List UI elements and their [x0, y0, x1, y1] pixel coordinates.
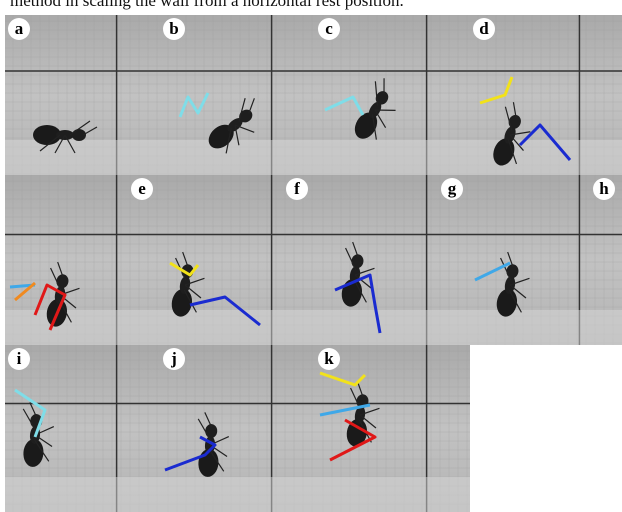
- panel: i: [5, 345, 160, 512]
- panel: d: [470, 15, 622, 175]
- panel-label: f: [294, 179, 300, 198]
- panel: k: [315, 345, 470, 512]
- panel: c: [315, 15, 470, 175]
- panel-label: d: [479, 19, 489, 38]
- page: {"caption": "method in scaling the wall …: [0, 0, 622, 512]
- panel: h: [470, 175, 622, 345]
- panel: j: [160, 345, 315, 512]
- floor: [470, 140, 622, 175]
- panel: g: [315, 175, 470, 345]
- floor: [5, 477, 160, 512]
- floor: [315, 310, 470, 345]
- panel-label: j: [170, 349, 177, 368]
- panel: a: [5, 15, 160, 175]
- panel-label: b: [169, 19, 178, 38]
- panel-label: i: [17, 349, 22, 368]
- panel-label: k: [324, 349, 334, 368]
- floor: [5, 140, 160, 175]
- panel: f: [160, 175, 315, 345]
- floor: [470, 310, 622, 345]
- panel: e: [5, 175, 160, 345]
- panel-label: e: [138, 179, 146, 198]
- panel-label: c: [325, 19, 333, 38]
- floor: [160, 140, 315, 175]
- panel: b: [160, 15, 315, 175]
- figure: a b c d e f g h i j k: [0, 0, 622, 512]
- floor: [315, 140, 470, 175]
- floor: [5, 310, 160, 345]
- panel-label: g: [448, 179, 457, 198]
- floor: [160, 477, 315, 512]
- panel-label: h: [599, 179, 609, 198]
- panel-label: a: [15, 19, 24, 38]
- floor: [315, 477, 470, 512]
